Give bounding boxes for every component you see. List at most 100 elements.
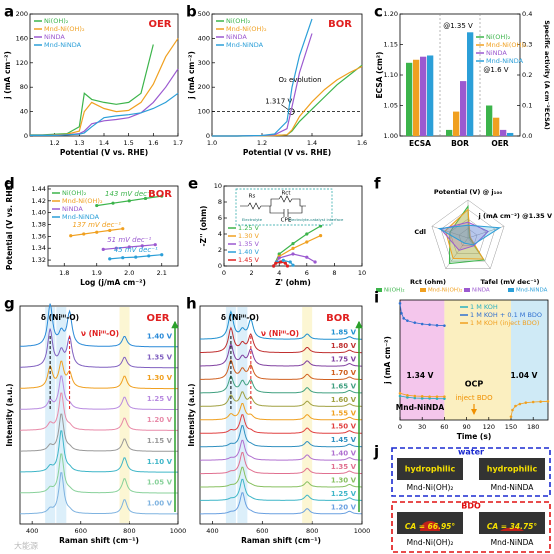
x-axis-label: Potential (V vs. RHE) (243, 148, 331, 157)
y2-tick-label: 0.1 (522, 102, 532, 110)
legend-label: NiNDA (472, 288, 490, 294)
radar-axis-label: Tafel (mV dec⁻¹) (481, 278, 540, 286)
x-tick-label: 400 (206, 527, 218, 535)
water-box (391, 447, 551, 497)
spectrum (199, 403, 362, 421)
sample-image (479, 512, 545, 534)
y-tick-label: 4 (218, 230, 222, 238)
legend-swatch (464, 288, 470, 292)
wetting-label: hydrophilic (405, 465, 456, 474)
spectrum-label: 1.10 V (147, 458, 173, 466)
spectrum (199, 310, 362, 340)
x-tick-label: ECSA (409, 139, 431, 148)
spectrum-label: 1.55 V (331, 409, 357, 417)
spectrum-label: 1.50 V (331, 423, 357, 431)
radar-axis-label: Cdl (414, 228, 426, 236)
data-point (443, 395, 446, 398)
spectrum (20, 472, 178, 515)
legend-label: Mnd-Ni(OH)₂ (486, 41, 527, 49)
spectrum-label: 1.60 V (331, 396, 357, 404)
legend-label: Mnd-NiNDA (516, 288, 548, 294)
legend-label: Ni(OH)₂ (62, 189, 87, 197)
wetting-label: hydrophilic (487, 465, 538, 474)
spectrum-label: 1.15 V (147, 437, 173, 445)
annotation: δ (Niᴵᴵᴵ-O) (41, 313, 79, 322)
bar (427, 55, 434, 137)
spectrum-label: 1.30 V (331, 476, 357, 484)
bar (467, 32, 474, 136)
panel-letter: h (186, 295, 197, 313)
onset-pointer (281, 104, 289, 110)
plot-frame (211, 13, 363, 137)
spectrum-label: 1.25 V (147, 395, 173, 403)
bar (453, 111, 460, 136)
spectrum (200, 466, 362, 488)
panel-letter: f (374, 175, 381, 193)
y-axis-label: j (mA cm⁻²) (187, 51, 196, 100)
x-tick-label: 800 (123, 527, 135, 535)
x-tick-label: OER (491, 139, 508, 148)
series-line (109, 254, 162, 260)
y-axis-label: Intensity (a.u.) (187, 383, 196, 446)
x-tick-label: 1.0 (207, 139, 217, 147)
x-axis-label: Time (s) (457, 432, 492, 441)
x-tick-label: 90 (462, 423, 470, 431)
x-axis-label: Potential (V vs. RHE) (60, 148, 148, 157)
radar-grid (458, 228, 478, 246)
legend-label: NiNDA (486, 49, 507, 57)
series-line (96, 195, 162, 207)
bdo-label: BDO (461, 502, 481, 511)
plot-frame (19, 305, 179, 525)
y-axis-label: Potential (V vs. RHE) (5, 182, 14, 270)
y-axis-label: j (mA cm⁻²) (383, 336, 392, 385)
y-tick-label: 0 (24, 132, 28, 140)
x-tick-label: 1000 (170, 527, 187, 535)
spectrum-label: 1.70 V (331, 369, 357, 377)
y-tick-label: 1.36 (32, 232, 46, 240)
spectrum-label: 1.35 V (331, 463, 357, 471)
water-label: water (458, 448, 484, 457)
y-tick-label: 1.40 (32, 209, 46, 217)
x-tick-label: 120 (483, 423, 495, 431)
x-tick-label: 60 (440, 423, 448, 431)
y-tick-label: 0 (218, 262, 222, 270)
series-line (212, 18, 313, 137)
legend-label: Mnd-Ni(OH)₂ (62, 197, 103, 205)
y2-axis-label: Specific activity (A cm⁻²ECSA) (543, 20, 551, 130)
radar-axis-label: Rct (ohm) (410, 278, 446, 286)
y2-tick-label: 0.3 (522, 41, 532, 49)
bar (460, 81, 467, 136)
bar (486, 105, 493, 136)
y-tick-label: 1.32 (32, 256, 46, 264)
legend-swatch (376, 288, 382, 292)
y-axis-label: Intensity (a.u.) (5, 383, 14, 446)
x-tick-label: 1.4 (99, 139, 109, 147)
x-tick-label: 2 (250, 269, 254, 277)
plot-frame (399, 299, 549, 421)
inset-label: Electrolyte-catalyst interface (289, 217, 344, 222)
x-tick-label: 1.3 (74, 139, 84, 147)
x-tick-label: 800 (306, 527, 318, 535)
y-tick-label: 10 (214, 182, 222, 190)
x-tick-label: 400 (26, 527, 38, 535)
sample-label: Mnd-Ni(OH)₂ (407, 483, 454, 492)
bar (493, 117, 500, 136)
x-tick-label: 150 (505, 423, 517, 431)
spectrum (200, 425, 362, 448)
spectrum (20, 430, 178, 473)
x-axis-label: Log (j/mA cm⁻²) (80, 278, 146, 287)
x-tick-label: 180 (527, 423, 539, 431)
series-line (30, 44, 154, 136)
contact-angle: CA = 34.75° (487, 522, 538, 531)
spectrum (200, 326, 362, 354)
spectrum (200, 478, 362, 501)
legend-swatch (420, 288, 426, 292)
annotation: Mnd-NiNDA (396, 403, 445, 412)
inset-label: Rct (281, 191, 291, 197)
slope-label: 143 mV dec⁻¹ (105, 190, 154, 198)
legend-label: Mnd-Ni(OH)₂ (44, 25, 85, 33)
legend-label: 1.40 V (238, 248, 260, 256)
y-tick-label: 1.42 (32, 197, 46, 205)
series-line (399, 392, 549, 417)
